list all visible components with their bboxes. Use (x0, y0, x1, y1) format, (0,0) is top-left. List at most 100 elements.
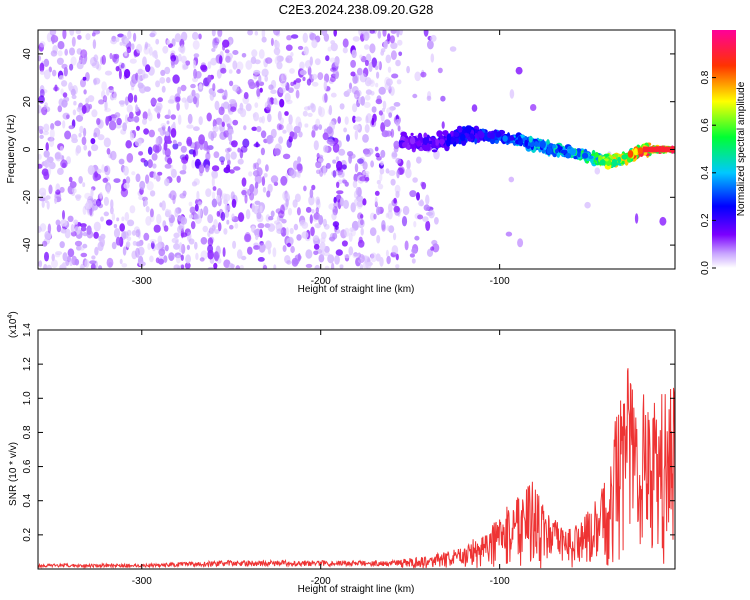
heatmap-cell (124, 68, 131, 79)
heatmap-cell (236, 69, 241, 74)
heatmap-cell (257, 257, 265, 262)
heatmap-cell (126, 153, 134, 163)
heatmap-cell (57, 41, 65, 50)
heatmap-cell (348, 82, 353, 90)
heatmap-cell (376, 179, 381, 185)
heatmap-cell (285, 227, 289, 237)
heatmap-cell (414, 235, 420, 241)
heatmap-cell (223, 259, 231, 269)
heatmap-cell (290, 34, 299, 39)
heatmap-cell (155, 137, 159, 146)
heatmap-cell (49, 138, 55, 148)
heatmap-cell (184, 262, 191, 269)
heatmap-cell (362, 170, 370, 176)
heatmap-cell (142, 118, 147, 125)
heatmap-cell (101, 90, 106, 99)
heatmap-cell (316, 198, 320, 205)
heatmap-cell (412, 93, 418, 99)
heatmap-cell (75, 222, 79, 231)
heatmap-cell (388, 203, 393, 213)
heatmap-cell (56, 189, 60, 194)
heatmap-cell (311, 73, 318, 80)
heatmap-cell (180, 84, 187, 92)
heatmap-cell (199, 257, 205, 262)
heatmap-cell (311, 184, 316, 191)
heatmap-cell (60, 88, 64, 95)
heatmap-cell (189, 206, 196, 214)
heatmap-cell (194, 204, 199, 212)
heatmap-cell (160, 123, 167, 128)
heatmap-cell (211, 172, 218, 179)
heatmap-cell (261, 68, 269, 77)
heatmap-ridge-cell (430, 136, 435, 141)
heatmap-cell (286, 35, 292, 41)
heatmap-cell (207, 237, 214, 247)
snr-plot-area (38, 330, 675, 569)
heatmap-cell (106, 257, 114, 268)
heatmap-cell (124, 114, 129, 124)
heatmap-cell (223, 228, 228, 235)
heatmap-cell (60, 219, 68, 227)
heatmap-cell (207, 74, 212, 83)
heatmap-cell (360, 219, 364, 226)
heatmap-cell (308, 195, 315, 206)
heatmap-cell (276, 61, 283, 70)
heatmap-cell (133, 115, 140, 123)
heatmap-cell (297, 171, 301, 179)
x-tick-label: -200 (311, 276, 331, 287)
heatmap-cell (251, 126, 257, 131)
heatmap-cell (275, 221, 283, 232)
heatmap-cell (43, 159, 50, 168)
heatmap-cell (219, 156, 226, 163)
heatmap-cell (348, 246, 354, 256)
heatmap-cell (328, 105, 333, 116)
heatmap-cell (319, 167, 324, 177)
heatmap-cell (376, 234, 381, 244)
heatmap-cell (295, 116, 302, 127)
heatmap-cell (310, 102, 315, 109)
heatmap-ridge-cell (438, 138, 445, 145)
heatmap-cell (314, 58, 321, 66)
heatmap-cell (113, 178, 121, 184)
heatmap-cell (337, 116, 342, 124)
heatmap-cell (96, 168, 102, 174)
heatmap-cell (209, 226, 215, 235)
heatmap-cell (136, 43, 143, 54)
heatmap-cell (318, 154, 324, 159)
heatmap-ridge-cell (422, 137, 430, 146)
heatmap-cell (354, 163, 359, 173)
heatmap-cell (319, 241, 326, 251)
heatmap-cell (252, 162, 256, 170)
heatmap-cell (231, 140, 238, 148)
heatmap-cell (273, 264, 277, 269)
heatmap-cell (162, 45, 169, 54)
heatmap-cell (230, 106, 237, 112)
heatmap-cell (131, 230, 137, 236)
heatmap-ridge-cell (416, 139, 422, 147)
heatmap-cell (92, 39, 97, 50)
heatmap-cell (272, 247, 277, 258)
heatmap-cell (279, 215, 284, 222)
heatmap-cell (57, 50, 63, 57)
heatmap-cell (265, 164, 269, 172)
heatmap-cell (66, 114, 70, 119)
heatmap-cell (145, 64, 151, 73)
svg-text:(x104): (x104) (7, 311, 19, 338)
heatmap-cell (278, 136, 284, 144)
heatmap-cell (106, 148, 111, 155)
heatmap-cell (285, 55, 293, 64)
heatmap-cell (261, 30, 266, 39)
heatmap-cell (91, 203, 99, 211)
heatmap-cell (244, 194, 248, 204)
heatmap-cell (169, 255, 174, 262)
heatmap-cell (352, 103, 358, 113)
heatmap-cell (75, 195, 81, 201)
heatmap-cell (256, 88, 261, 97)
heatmap-cell (169, 190, 177, 201)
heatmap-cell (164, 148, 171, 158)
heatmap-ridge-cell (445, 139, 451, 147)
heatmap-cell (311, 209, 315, 214)
heatmap-cell (43, 69, 51, 80)
heatmap-cell (155, 243, 162, 251)
